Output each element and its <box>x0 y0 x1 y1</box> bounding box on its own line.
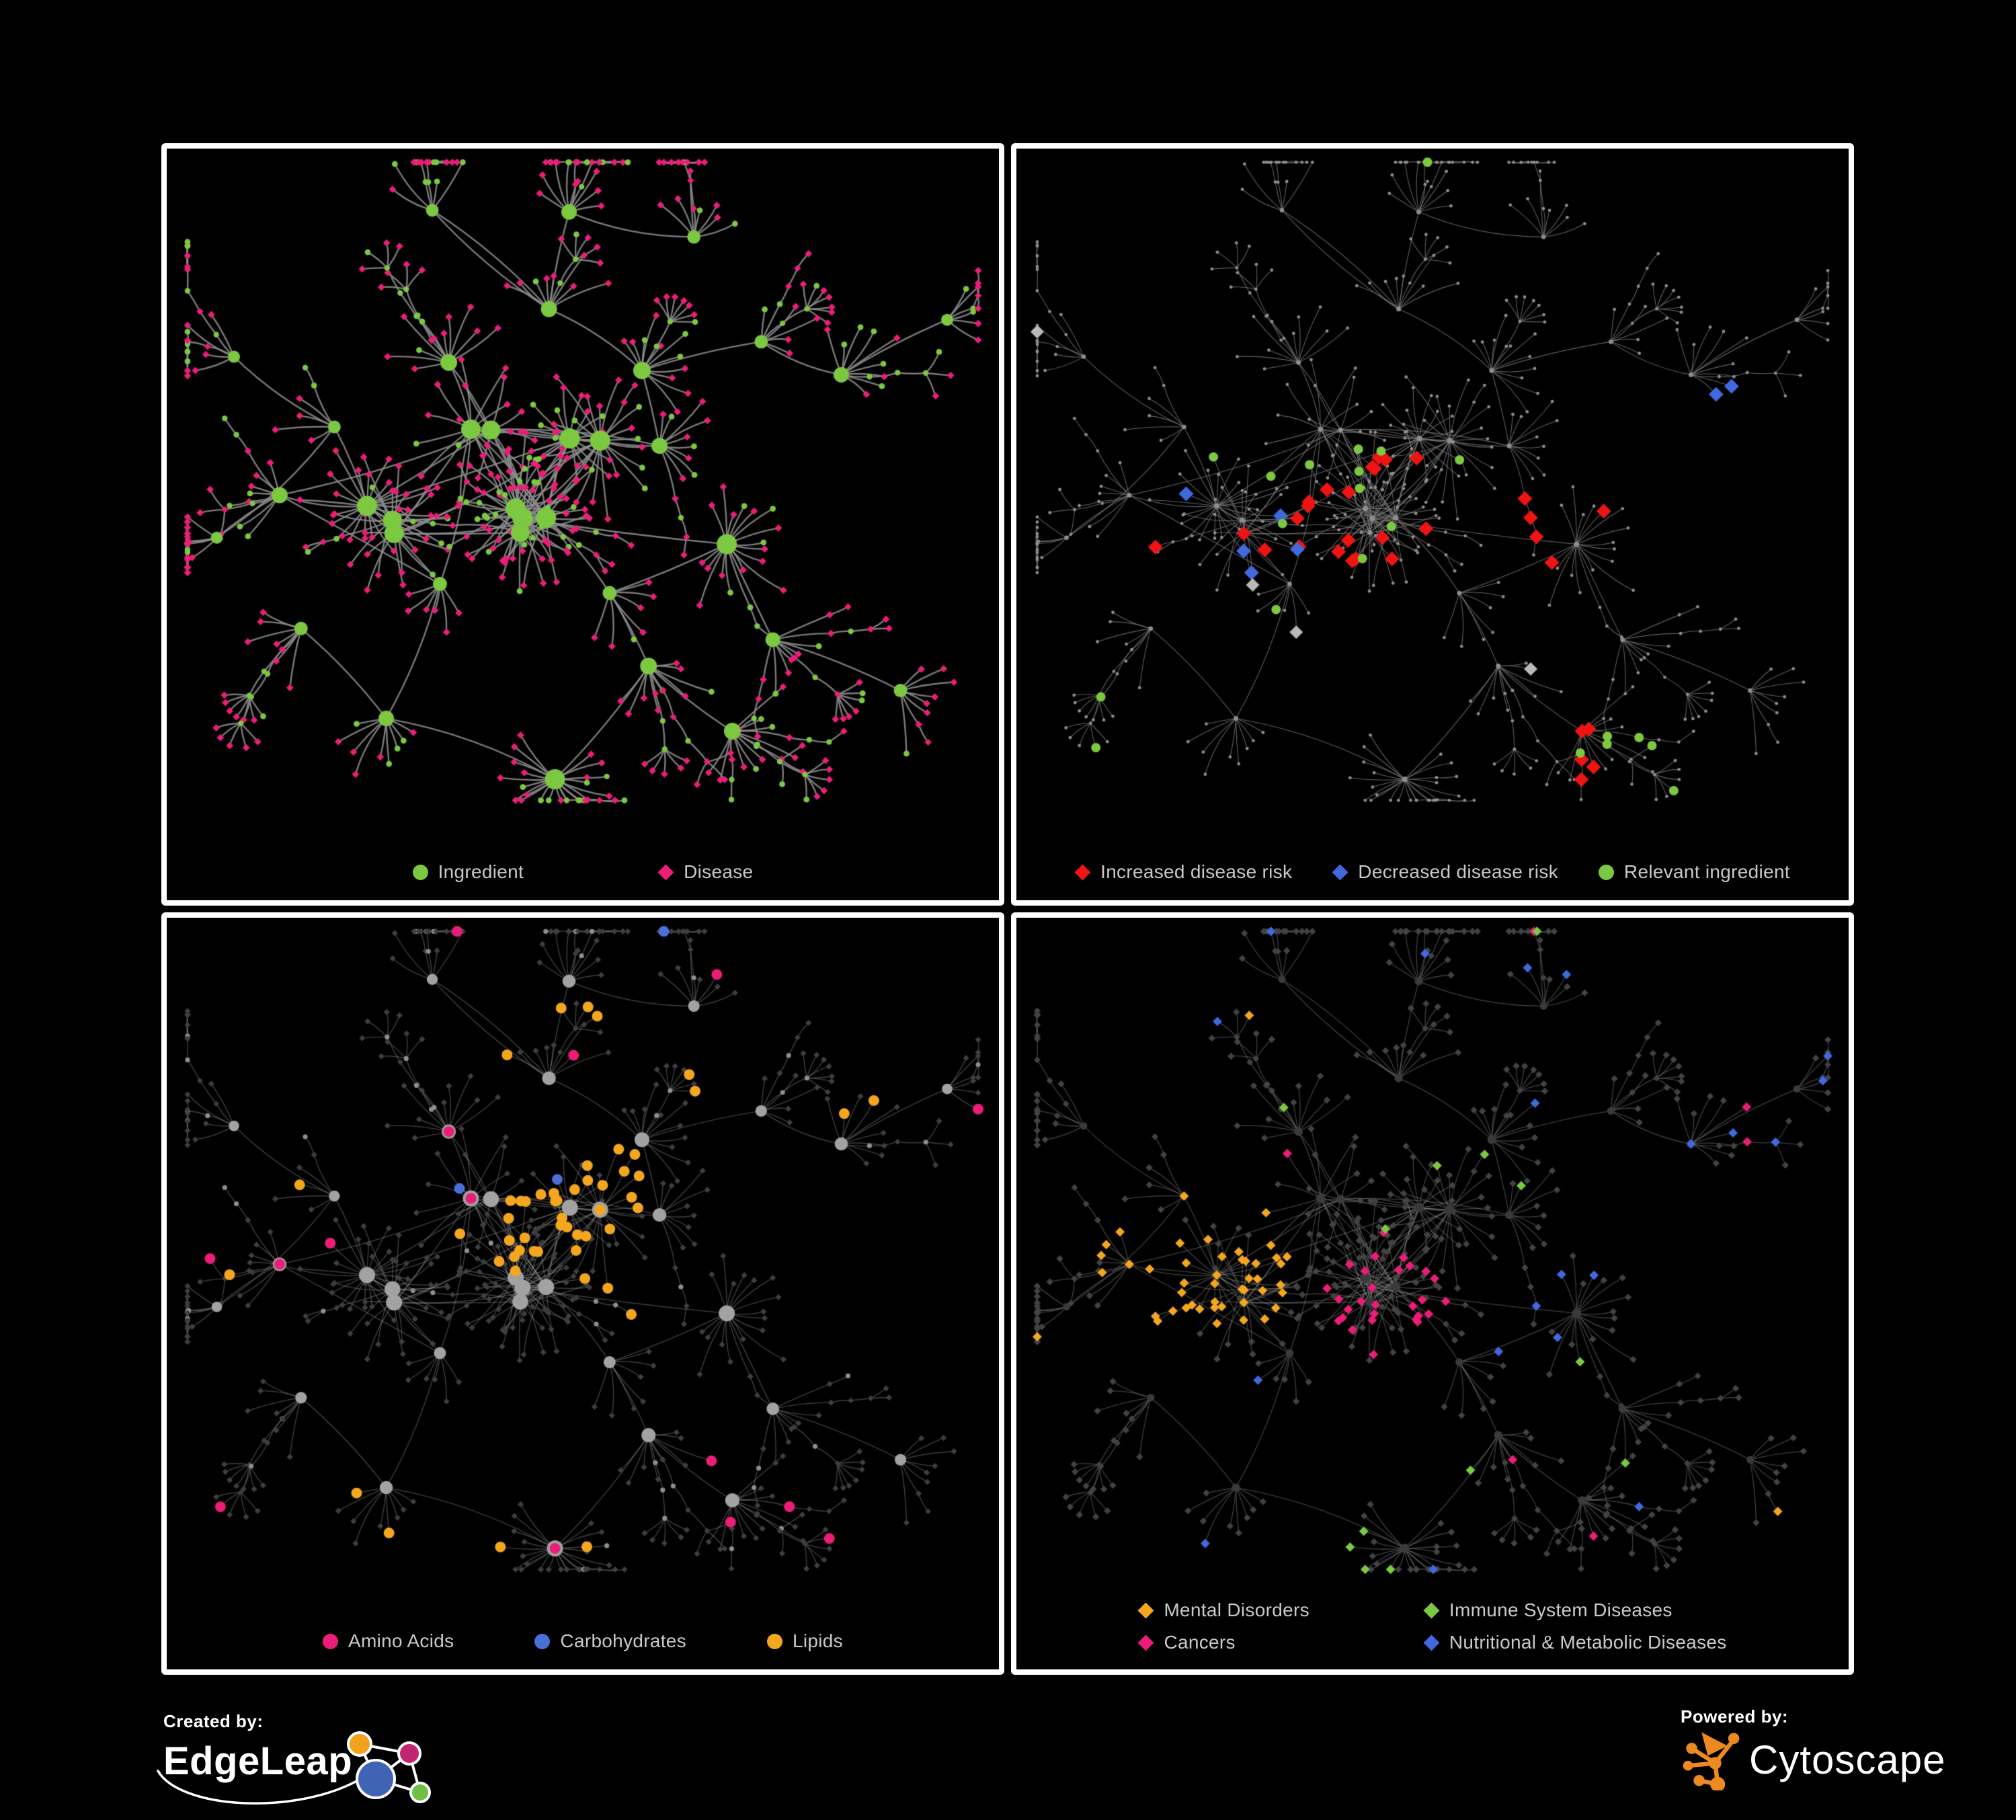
legend-item-decreased-disease-risk: Decreased disease risk <box>1332 861 1558 883</box>
disease-risk-network-canvas <box>1016 149 1849 831</box>
panel-macronutrients: Amino Acids Carbohydrates Lipids <box>161 912 1004 1675</box>
ingredient-disease-network-canvas <box>167 149 999 831</box>
cytoscape-lockup: Cytoscape <box>1681 1729 1990 1790</box>
legend-diamond-marker <box>1423 1601 1440 1619</box>
legend-item-lipids: Lipids <box>766 1630 843 1652</box>
legend-circle-marker <box>412 864 428 880</box>
disease-categories-network-canvas <box>1016 918 1849 1600</box>
cytoscape-branding: Powered by: Cytoscape <box>1681 1706 1990 1790</box>
legend-item-nutritional-metabolic-diseases: Nutritional & Metabolic Diseases <box>1423 1632 1727 1653</box>
figure-footer: Created by: EdgeLeap Powered <box>0 1681 2016 1820</box>
macronutrients-legend: Amino Acids Carbohydrates Lipids <box>167 1630 999 1652</box>
cytoscape-wordmark: Cytoscape <box>1749 1737 1946 1782</box>
legend-label: Decreased disease risk <box>1358 861 1558 882</box>
legend-label: Nutritional & Metabolic Diseases <box>1449 1632 1727 1653</box>
created-by-label: Created by: <box>163 1711 264 1731</box>
legend-label: Cancers <box>1164 1632 1236 1653</box>
legend-item-carbohydrates: Carbohydrates <box>534 1630 686 1652</box>
legend-circle-marker <box>534 1633 551 1649</box>
cytoscape-logo-icon <box>1683 1732 1740 1790</box>
edgeleap-lockup: EdgeLeap <box>157 1731 479 1807</box>
legend-item-mental-disorders: Mental Disorders <box>1137 1599 1309 1621</box>
legend-label: Lipids <box>792 1630 843 1651</box>
ingredient-disease-legend: Ingredient Disease <box>167 861 999 883</box>
macronutrients-network-canvas <box>167 918 999 1600</box>
legend-label: Increased disease risk <box>1100 861 1293 882</box>
legend-label: Carbohydrates <box>560 1630 686 1651</box>
legend-label: Mental Disorders <box>1164 1599 1309 1620</box>
edgeleap-wordmark: EdgeLeap <box>163 1739 353 1783</box>
legend-diamond-marker <box>1137 1634 1154 1651</box>
legend-circle-marker <box>1598 864 1614 880</box>
panel-disease-categories: Mental Disorders Immune System Diseases Ca… <box>1011 912 1854 1675</box>
legend-item-disease: Disease <box>657 861 754 883</box>
powered-by-label: Powered by: <box>1681 1706 1789 1727</box>
legend-circle-marker <box>766 1633 782 1649</box>
legend-diamond-marker <box>1074 863 1091 881</box>
legend-item-relevant-ingredient: Relevant ingredient <box>1598 861 1790 883</box>
panel-ingredient-disease: Ingredient Disease <box>161 143 1004 906</box>
legend-label: Ingredient <box>438 861 524 882</box>
legend-item-cancers: Cancers <box>1137 1632 1309 1653</box>
legend-item-increased-disease-risk: Increased disease risk <box>1074 861 1293 883</box>
legend-diamond-marker <box>657 863 674 881</box>
legend-item-ingredient: Ingredient <box>412 861 524 883</box>
disease-risk-legend: Increased disease risk Decreased disease … <box>1016 861 1849 883</box>
edgeleap-logo-icon <box>347 1731 431 1803</box>
legend-item-amino-acids: Amino Acids <box>323 1630 454 1652</box>
legend-diamond-marker <box>1423 1634 1440 1651</box>
legend-label: Immune System Diseases <box>1449 1599 1672 1620</box>
legend-label: Disease <box>684 861 754 882</box>
panel-disease-risk: Increased disease risk Decreased disease … <box>1011 143 1854 906</box>
legend-diamond-marker <box>1332 863 1348 881</box>
legend-diamond-marker <box>1137 1601 1154 1619</box>
figure-grid: Ingredient Disease Increased disease risk… <box>161 143 1854 1675</box>
legend-label: Amino Acids <box>348 1630 454 1651</box>
legend-item-immune-system-diseases: Immune System Diseases <box>1423 1599 1727 1621</box>
disease-categories-legend: Mental Disorders Immune System Diseases Ca… <box>1016 1599 1849 1653</box>
legend-label: Relevant ingredient <box>1623 861 1790 882</box>
edgeleap-branding: Created by: EdgeLeap <box>157 1711 479 1807</box>
legend-circle-marker <box>323 1633 339 1649</box>
